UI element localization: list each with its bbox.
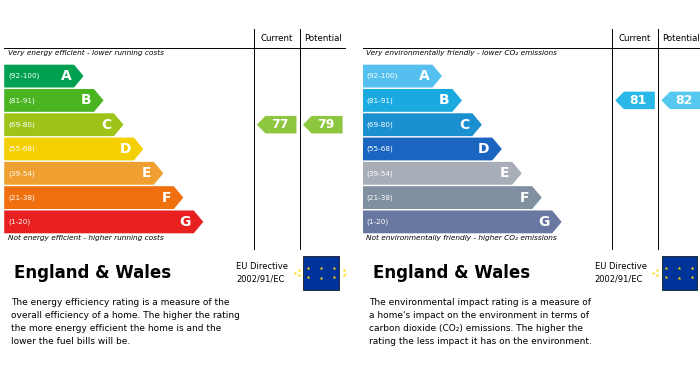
Polygon shape xyxy=(363,138,502,160)
Text: Environmental Impact (CO₂) Rating: Environmental Impact (CO₂) Rating xyxy=(370,9,631,22)
Text: (21-38): (21-38) xyxy=(8,194,35,201)
Text: England & Wales: England & Wales xyxy=(15,264,172,282)
Polygon shape xyxy=(4,138,143,160)
Text: (55-68): (55-68) xyxy=(367,146,393,152)
Text: Potential: Potential xyxy=(662,34,700,43)
Polygon shape xyxy=(615,91,655,109)
Polygon shape xyxy=(257,116,297,133)
Text: E: E xyxy=(141,166,151,180)
Text: England & Wales: England & Wales xyxy=(373,264,530,282)
Polygon shape xyxy=(363,65,442,88)
Polygon shape xyxy=(662,91,700,109)
Text: F: F xyxy=(162,190,171,204)
Polygon shape xyxy=(4,65,83,88)
Text: G: G xyxy=(180,215,191,229)
Text: B: B xyxy=(439,93,449,108)
Text: (92-100): (92-100) xyxy=(367,73,398,79)
Text: Energy Efficiency Rating: Energy Efficiency Rating xyxy=(11,9,195,22)
Text: D: D xyxy=(120,142,131,156)
Text: Current: Current xyxy=(619,34,651,43)
Text: (69-80): (69-80) xyxy=(8,122,35,128)
Polygon shape xyxy=(4,113,123,136)
Text: Very energy efficient - lower running costs: Very energy efficient - lower running co… xyxy=(8,50,164,56)
Text: Not environmentally friendly - higher CO₂ emissions: Not environmentally friendly - higher CO… xyxy=(366,235,556,240)
Text: (1-20): (1-20) xyxy=(8,219,30,225)
Text: (92-100): (92-100) xyxy=(8,73,40,79)
Text: 82: 82 xyxy=(676,94,692,107)
Text: Not energy efficient - higher running costs: Not energy efficient - higher running co… xyxy=(8,235,163,240)
Text: D: D xyxy=(478,142,489,156)
Polygon shape xyxy=(303,116,342,133)
Polygon shape xyxy=(4,162,163,185)
Text: A: A xyxy=(419,69,430,83)
Text: (69-80): (69-80) xyxy=(367,122,393,128)
Text: (39-54): (39-54) xyxy=(8,170,35,177)
Text: Very environmentally friendly - lower CO₂ emissions: Very environmentally friendly - lower CO… xyxy=(366,50,557,56)
Text: (39-54): (39-54) xyxy=(367,170,393,177)
Text: The energy efficiency rating is a measure of the
overall efficiency of a home. T: The energy efficiency rating is a measur… xyxy=(11,298,240,346)
Polygon shape xyxy=(4,89,104,112)
Text: EU Directive
2002/91/EC: EU Directive 2002/91/EC xyxy=(595,262,647,283)
Polygon shape xyxy=(4,210,203,233)
Text: B: B xyxy=(80,93,91,108)
Text: E: E xyxy=(500,166,510,180)
Text: F: F xyxy=(520,190,529,204)
Polygon shape xyxy=(363,210,561,233)
FancyBboxPatch shape xyxy=(662,256,697,290)
Text: Potential: Potential xyxy=(304,34,342,43)
Text: (81-91): (81-91) xyxy=(8,97,35,104)
Text: (81-91): (81-91) xyxy=(367,97,393,104)
FancyBboxPatch shape xyxy=(303,256,339,290)
Polygon shape xyxy=(363,186,542,209)
Text: (55-68): (55-68) xyxy=(8,146,35,152)
Text: EU Directive
2002/91/EC: EU Directive 2002/91/EC xyxy=(237,262,288,283)
Text: 79: 79 xyxy=(317,118,334,131)
Polygon shape xyxy=(4,186,183,209)
Text: Current: Current xyxy=(260,34,293,43)
Text: 81: 81 xyxy=(629,94,647,107)
Text: (1-20): (1-20) xyxy=(367,219,389,225)
Text: A: A xyxy=(60,69,71,83)
Text: (21-38): (21-38) xyxy=(367,194,393,201)
Text: C: C xyxy=(459,118,470,132)
Polygon shape xyxy=(363,89,462,112)
Text: The environmental impact rating is a measure of
a home's impact on the environme: The environmental impact rating is a mea… xyxy=(370,298,592,346)
Polygon shape xyxy=(363,162,522,185)
Text: C: C xyxy=(101,118,111,132)
Text: 77: 77 xyxy=(271,118,288,131)
Polygon shape xyxy=(363,113,482,136)
Text: G: G xyxy=(538,215,550,229)
